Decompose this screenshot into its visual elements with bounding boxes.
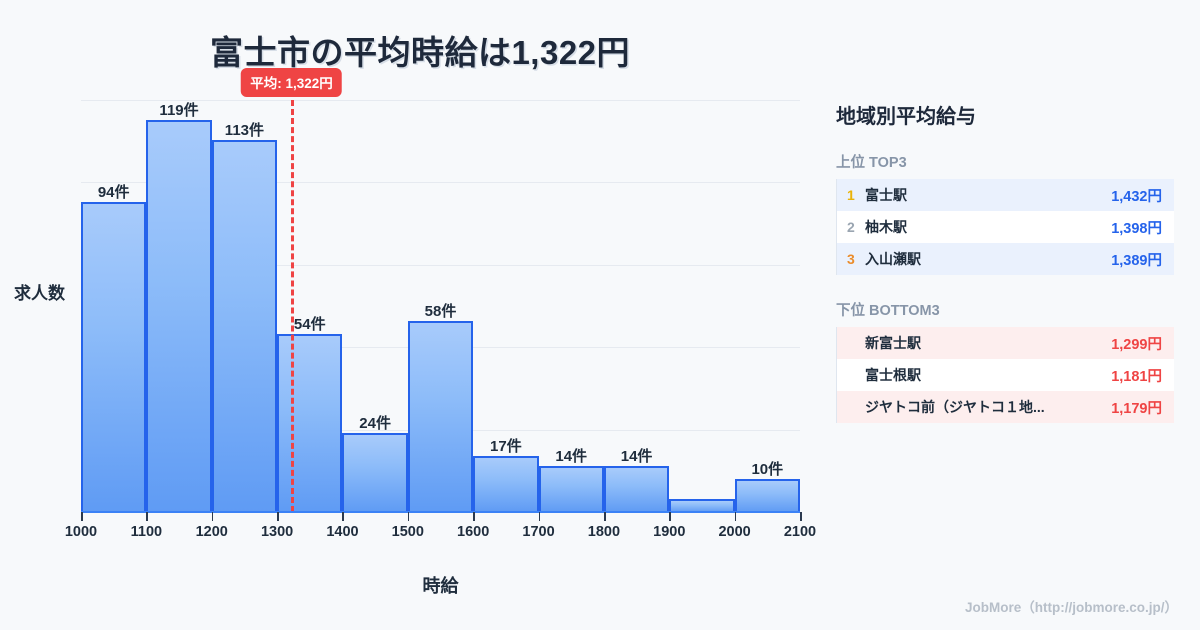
average-line (291, 100, 295, 512)
bar[interactable] (538, 465, 604, 512)
gridline (81, 264, 800, 266)
station-wage-value: 1,432円 (1111, 188, 1162, 205)
rank-row[interactable]: ジヤトコ前（ジヤトコ１地... 1,179円 (837, 391, 1174, 423)
x-tick (407, 512, 410, 521)
bar[interactable] (211, 139, 278, 512)
gridline (81, 100, 800, 101)
footer-credit: JobMore（http://jobmore.co.jp/） (965, 600, 1178, 615)
bottom3-section-label: 下位 BOTTOM3 (836, 303, 940, 319)
rank-row[interactable]: 2 柚木駅 1,398円 (837, 211, 1174, 243)
x-tick (146, 512, 148, 521)
station-name: 入山瀬駅 (865, 251, 921, 267)
top3-section-label: 上位 TOP3 (836, 155, 907, 171)
x-tick-label: 2000 (718, 524, 751, 540)
x-tick (81, 512, 83, 521)
rank-row[interactable]: 富士根駅 1,181円 (837, 359, 1174, 391)
bar-value-label: 17件 (490, 437, 522, 455)
x-tick (603, 512, 606, 521)
x-tick-label: 2100 (783, 524, 817, 540)
bar[interactable] (407, 320, 474, 512)
rank-number: 2 (847, 219, 855, 235)
x-tick (342, 512, 345, 521)
bar-value-label: 94件 (97, 184, 130, 202)
station-wage-value: 1,389円 (1111, 252, 1162, 269)
x-tick (538, 512, 541, 521)
rank-row[interactable]: 3 入山瀬駅 1,389円 (837, 243, 1174, 275)
station-wage-value: 1,181円 (1111, 368, 1162, 385)
station-name: 富士駅 (865, 187, 907, 203)
x-axis-title: 時給 (422, 576, 459, 596)
x-tick (669, 512, 671, 521)
bar[interactable] (342, 432, 408, 512)
bar-value-label: 14件 (555, 447, 588, 465)
bar[interactable] (734, 479, 800, 512)
bar[interactable] (146, 119, 212, 512)
bar-value-label: 10件 (751, 461, 784, 479)
region-salary-sidebar: 地域別平均給与 上位 TOP3 1 富士駅 1,432円 2 柚木駅 1,398円 3 入山瀬… (836, 100, 1174, 447)
bar-value-label: 119件 (159, 101, 199, 119)
top3-table: 1 富士駅 1,432円 2 柚木駅 1,398円 3 入山瀬駅 1,389円 (836, 179, 1174, 275)
bar-value-label: 14件 (620, 447, 653, 465)
x-tick-label: 1000 (64, 524, 98, 540)
x-tick (734, 512, 737, 521)
gridline (81, 182, 800, 184)
bar-value-label: 58件 (424, 302, 457, 320)
rank-number: 3 (847, 251, 855, 267)
station-wage-value: 1,179円 (1111, 400, 1162, 417)
x-tick (800, 512, 802, 521)
station-wage-value: 1,398円 (1111, 220, 1162, 237)
chart-panel: 富士市の平均時給は1,322円 求人数 94件 119件 113件 54件 24件 58件… (14, 34, 817, 596)
bar[interactable] (277, 334, 343, 512)
x-tick-label: 1800 (587, 524, 621, 540)
page-title: 富士市の平均時給は1,322円 (209, 34, 631, 71)
bar[interactable] (81, 202, 147, 512)
x-tick-label: 1500 (391, 524, 424, 540)
rank-number: 1 (847, 187, 855, 203)
bar[interactable] (473, 455, 539, 512)
x-tick-label: 1400 (326, 524, 359, 540)
bar-value-label: 24件 (359, 414, 391, 432)
x-tick (473, 512, 475, 521)
x-axis-line (81, 511, 800, 513)
bar-value-label: 113件 (224, 121, 265, 139)
bottom3-table: 新富士駅 1,299円富士根駅 1,181円ジヤトコ前（ジヤトコ１地... 1,179… (836, 327, 1174, 423)
x-tick-label: 1700 (522, 524, 555, 540)
station-name: ジヤトコ前（ジヤトコ１地... (865, 399, 1045, 415)
x-tick-label: 1900 (653, 524, 686, 540)
plot-area: 94件 119件 113件 54件 24件 58件 17件 14件 14件 10件 平均: 1,32… (81, 68, 800, 512)
rank-row[interactable]: 1 富士駅 1,432円 (837, 179, 1174, 211)
station-wage-value: 1,299円 (1111, 336, 1162, 353)
average-badge: 平均: 1,322円 (241, 68, 342, 97)
bar[interactable] (669, 498, 735, 512)
station-name: 新富士駅 (865, 335, 921, 351)
bar[interactable] (603, 465, 670, 512)
x-tick-label: 1600 (457, 524, 490, 540)
station-name: 柚木駅 (865, 219, 907, 235)
rank-row[interactable]: 新富士駅 1,299円 (837, 327, 1174, 359)
x-tick (277, 512, 279, 521)
x-tick-label: 1100 (130, 524, 163, 540)
sidebar-title: 地域別平均給与 (836, 106, 976, 128)
station-name: 富士根駅 (865, 367, 921, 383)
x-tick-label: 1200 (195, 524, 228, 540)
y-axis-title: 求人数 (14, 284, 65, 303)
bar-value-label: 54件 (293, 316, 326, 334)
x-tick (211, 512, 214, 521)
x-tick-label: 1300 (260, 524, 294, 540)
